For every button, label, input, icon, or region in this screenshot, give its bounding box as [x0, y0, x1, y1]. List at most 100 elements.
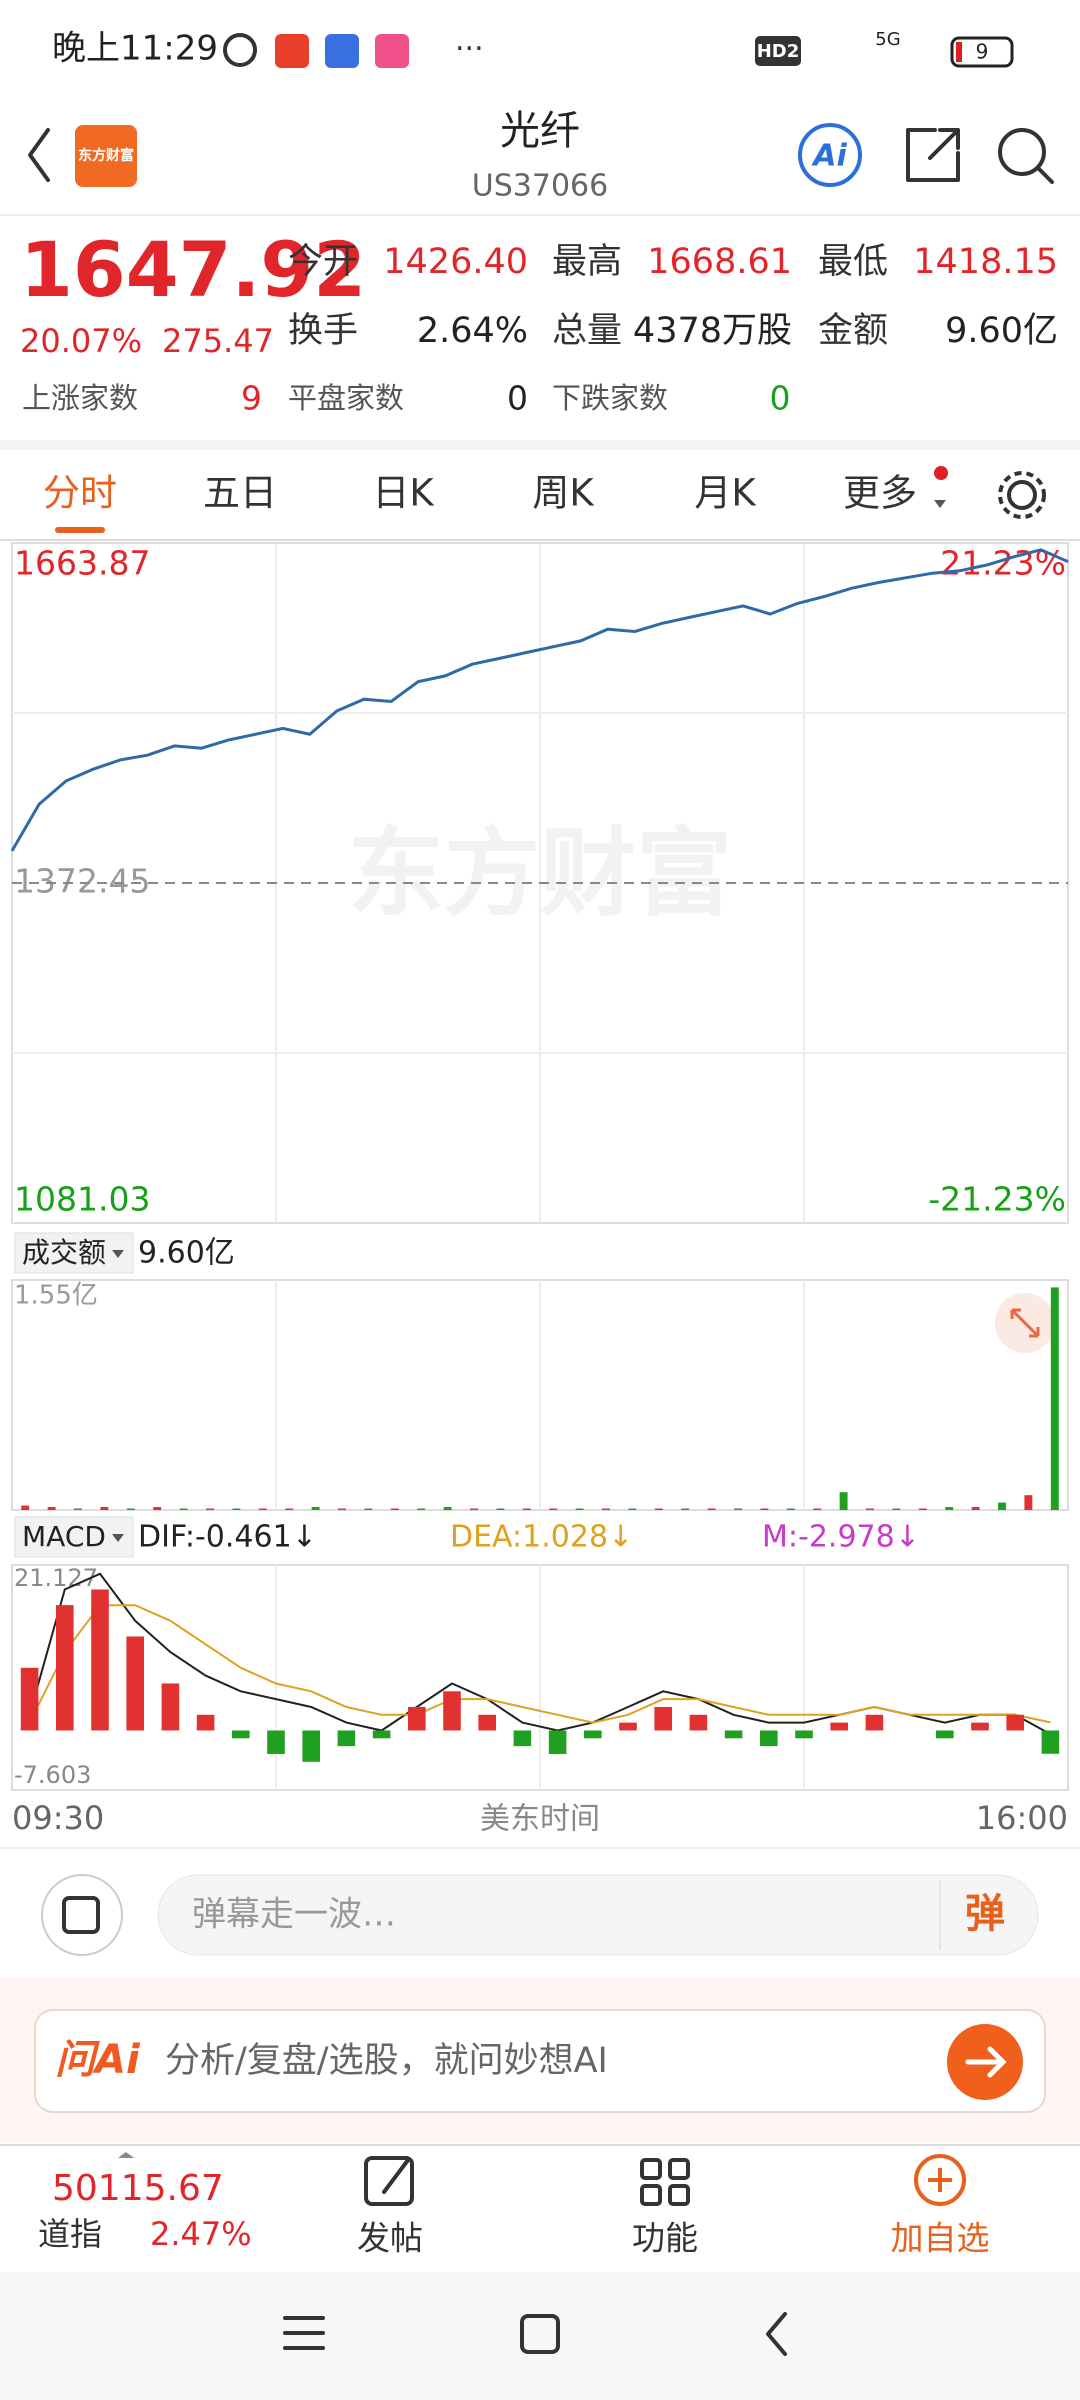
macd-line	[28, 1604, 1051, 1724]
stat-value: 4378万股	[633, 311, 792, 351]
stat-label: 换手	[288, 311, 358, 351]
charts: 1081.03 1372.45 1663.87 -21.23% 21.23% 1.55亿 -…	[10, 542, 1069, 1791]
volume-bar	[918, 1508, 927, 1510]
add-watchlist-icon[interactable]	[914, 2154, 966, 2206]
logo-text: 东方财富	[78, 147, 134, 164]
macd-bar	[760, 1730, 778, 1747]
y-tick-label: 1663.87	[14, 544, 150, 583]
app-logo	[75, 125, 137, 187]
plus	[928, 2168, 952, 2192]
dropdown-arrow	[112, 1534, 124, 1542]
tab[interactable]: 分时	[43, 472, 117, 515]
nav-item[interactable]: 发帖	[357, 2219, 423, 2258]
back-nav-button[interactable]	[766, 2312, 787, 2356]
volume-bar	[707, 1508, 716, 1510]
change-amount: 275.47	[162, 322, 274, 360]
stat-label: 金额	[818, 311, 888, 351]
tab[interactable]: 更多	[843, 472, 917, 515]
volume-bar	[153, 1507, 162, 1510]
comment-input[interactable]	[157, 1874, 1039, 1956]
price-line	[10, 548, 1069, 852]
volume-selector[interactable]	[14, 1232, 134, 1274]
post-icon[interactable]	[364, 2156, 414, 2206]
time-axis-label: 美东时间	[480, 1802, 600, 1837]
share-button[interactable]	[906, 128, 960, 182]
volume-selector-label[interactable]: 成交额	[22, 1236, 106, 1269]
tab[interactable]: 周K	[532, 472, 595, 515]
status-time: 晚上11:29	[52, 29, 218, 69]
stat-value: 1668.61	[647, 242, 792, 282]
system-nav	[0, 2272, 1080, 2400]
dropdown-arrow	[112, 1250, 124, 1258]
macd-bar	[161, 1683, 180, 1731]
macd-bar	[20, 1667, 39, 1731]
macd-bar	[302, 1730, 320, 1762]
volume-bar	[206, 1508, 214, 1510]
volume-total: 9.60亿	[138, 1236, 235, 1271]
breadth-label: 上涨家数	[22, 381, 138, 415]
volume-bar	[866, 1508, 874, 1510]
app-icon	[375, 34, 409, 68]
ai-logo: 问Ai	[55, 2037, 141, 2083]
tab[interactable]: 五日	[203, 472, 277, 515]
expand-icon	[1010, 1308, 1040, 1338]
stat-value: 1418.15	[913, 242, 1058, 282]
search-button[interactable]	[998, 128, 1046, 176]
volume-bar	[813, 1508, 822, 1510]
indicator-selector-label[interactable]: MACD	[22, 1520, 106, 1553]
macd-bar	[971, 1722, 989, 1731]
alarm-icon	[223, 33, 257, 67]
stat-value: 1426.40	[383, 242, 528, 282]
macd-bar	[267, 1730, 285, 1754]
func-icon[interactable]	[640, 2158, 662, 2180]
stat-label: 最低	[818, 242, 888, 282]
quote-stats: 今开 1426.40 最高 1668.61 最低 1418.15 换手 2.64% 总量 4378…	[22, 242, 1058, 418]
indicator-selector[interactable]	[14, 1516, 134, 1558]
home-button[interactable]	[520, 2314, 560, 2354]
tab[interactable]: 日K	[372, 472, 435, 515]
volume-bar	[179, 1508, 188, 1510]
macd-bar	[619, 1722, 637, 1731]
nav-item[interactable]: 功能	[632, 2219, 698, 2258]
macd-bar	[1041, 1730, 1060, 1754]
more-dots: ···	[455, 32, 484, 67]
danmaku-button[interactable]: 弹	[965, 1891, 1005, 1937]
hd-badge	[755, 36, 801, 66]
ai-button[interactable]	[798, 123, 862, 187]
volume-bar	[258, 1508, 267, 1510]
volume-bar	[47, 1507, 56, 1510]
func-icon	[668, 2184, 690, 2206]
volume-bar	[575, 1508, 584, 1510]
app-icon	[325, 34, 359, 68]
settings-button[interactable]	[1007, 480, 1037, 510]
nav-item[interactable]: 加自选	[891, 2219, 990, 2258]
stat-label: 最高	[552, 242, 622, 282]
volume-bar	[839, 1492, 848, 1510]
volume-bar	[971, 1507, 980, 1510]
comment-list-button[interactable]	[41, 1874, 123, 1956]
volume-bar	[522, 1508, 531, 1510]
ai-label[interactable]: Ai	[811, 139, 847, 174]
index-name[interactable]: 道指	[38, 2215, 102, 2253]
volume-bar	[549, 1508, 558, 1510]
ai-placeholder[interactable]: 分析/复盘/选股，就问妙想AI	[165, 2041, 608, 2081]
menu-button[interactable]	[283, 2316, 325, 2350]
badge-dot	[934, 466, 948, 480]
comment-icon	[62, 1896, 100, 1934]
tab[interactable]: 月K	[694, 472, 757, 515]
volume-bar	[417, 1508, 426, 1510]
legend-entry: DIF:-0.461↓	[138, 1520, 317, 1555]
index-change[interactable]: 2.47%	[150, 2215, 252, 2253]
back-button[interactable]	[28, 128, 50, 182]
macd-bar	[91, 1589, 109, 1731]
comment-placeholder[interactable]: 弹幕走一波…	[192, 1895, 396, 1935]
stat-label: 今开	[288, 242, 358, 282]
ai-input[interactable]	[34, 2009, 1046, 2113]
index-value[interactable]: 50115.67	[52, 2168, 224, 2209]
search-handle	[1036, 166, 1054, 184]
last-price: 1647.92	[20, 225, 366, 314]
volume-bar	[390, 1508, 399, 1510]
macd-bar	[1006, 1714, 1024, 1731]
volume-bar	[786, 1508, 795, 1510]
